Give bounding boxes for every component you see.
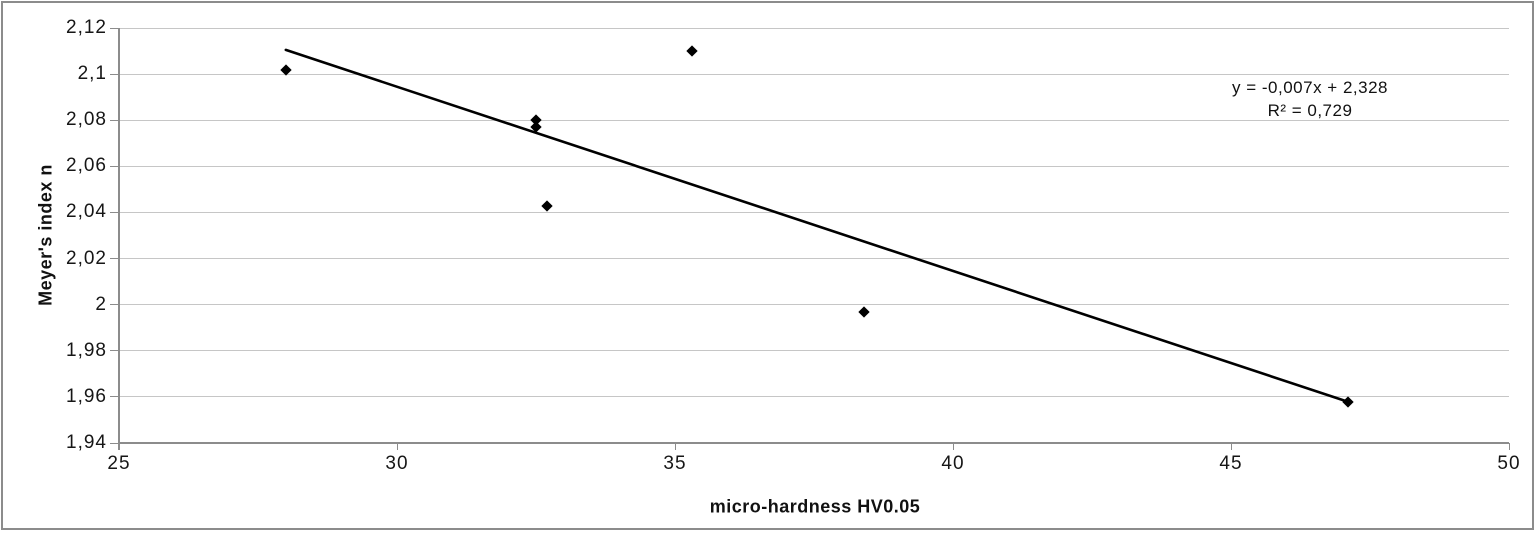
y-axis-line — [118, 28, 120, 450]
y-gridline — [119, 27, 1509, 29]
y-gridline — [119, 350, 1509, 352]
y-axis-title: Meyer's index n — [35, 164, 56, 306]
x-tick-label: 40 — [941, 453, 965, 474]
y-tick-label: 1,96 — [66, 385, 107, 407]
y-tickmark — [110, 396, 119, 398]
trendline-equation: y = -0,007x + 2,328 — [1232, 78, 1388, 97]
y-tick-label: 1,98 — [66, 339, 107, 361]
y-tickmark — [110, 211, 119, 213]
y-tick-label: 2,04 — [66, 201, 107, 223]
y-tick-label: 2,12 — [66, 17, 107, 38]
trendline — [284, 48, 1352, 404]
y-tick-label: 2 — [95, 293, 107, 315]
y-tickmark — [110, 258, 119, 260]
y-tickmark — [110, 165, 119, 167]
y-tickmark — [110, 304, 119, 306]
y-tickmark — [110, 119, 119, 121]
y-gridline — [119, 165, 1509, 167]
x-tick-label: 45 — [1219, 453, 1243, 474]
x-tickmark — [952, 443, 954, 450]
x-tickmark — [674, 443, 676, 450]
y-gridline — [119, 73, 1509, 75]
y-tick-label: 2,08 — [66, 109, 107, 131]
y-gridline — [119, 119, 1509, 121]
trendline-annotation: y = -0,007x + 2,328 R² = 0,729 — [1232, 76, 1388, 122]
x-tickmark — [1508, 443, 1510, 450]
x-axis-title: micro-hardness HV0.05 — [709, 496, 921, 517]
trendline-r-squared: R² = 0,729 — [1267, 101, 1353, 120]
y-tickmark — [110, 73, 119, 75]
y-tick-label: 2,02 — [66, 247, 107, 269]
chart-frame — [1, 1, 1534, 530]
x-axis-line — [119, 442, 1509, 444]
y-tickmark — [110, 350, 119, 352]
y-tick-label: 2,06 — [66, 155, 107, 177]
y-tick-label: 2,1 — [77, 63, 107, 85]
y-gridline — [119, 211, 1509, 213]
y-tick-label: 1,94 — [66, 432, 107, 453]
x-tick-label: 30 — [385, 453, 409, 474]
x-tickmark — [1230, 443, 1232, 450]
y-gridline — [119, 304, 1509, 306]
y-gridline — [119, 258, 1509, 260]
y-tickmark — [110, 442, 119, 444]
x-tick-label: 35 — [663, 453, 687, 474]
x-tick-label: 50 — [1497, 453, 1521, 474]
x-tick-label: 25 — [107, 453, 131, 474]
y-gridline — [119, 396, 1509, 398]
y-tickmark — [110, 27, 119, 29]
x-tickmark — [396, 443, 398, 450]
